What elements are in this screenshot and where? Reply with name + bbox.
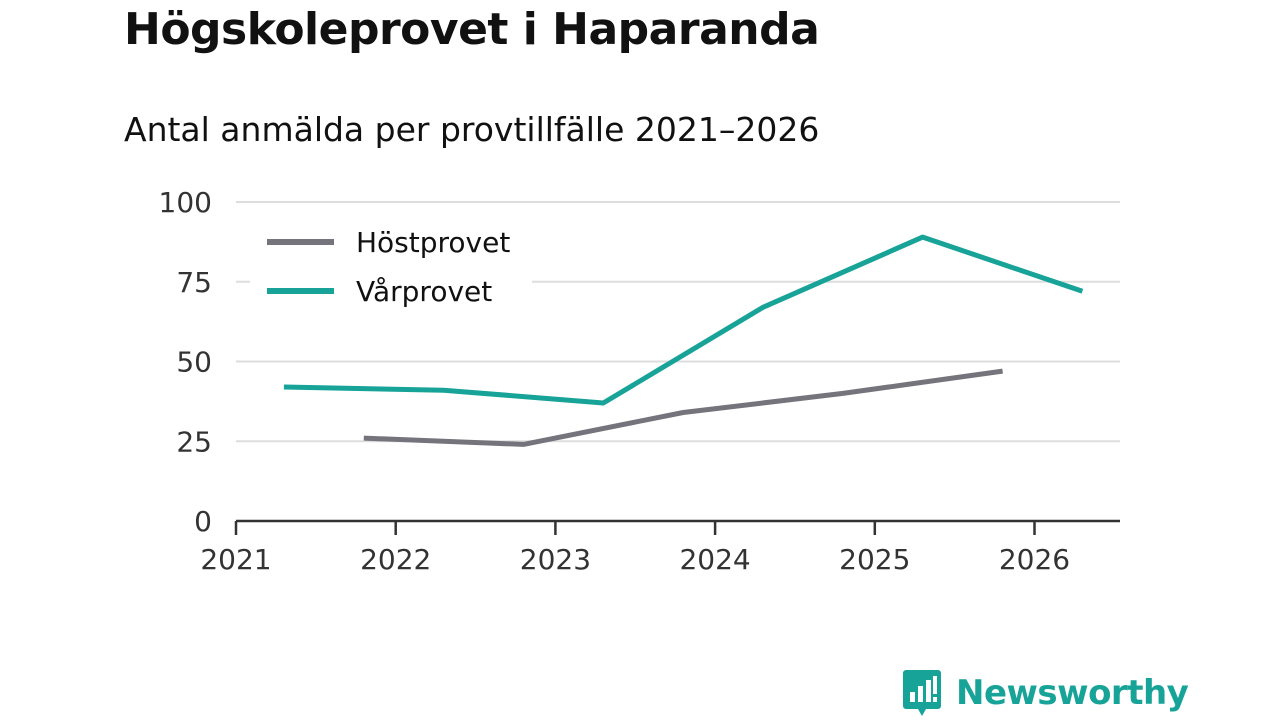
x-tick-label: 2021 — [200, 543, 271, 576]
x-tick-label: 2023 — [520, 543, 591, 576]
x-axis: 2021 2022 2023 2024 2025 2026 — [200, 519, 1120, 576]
series-line-varprovet — [283, 234, 1084, 406]
legend-label: Höstprovet — [356, 226, 510, 259]
y-axis-ticks: 0 25 50 75 100 — [159, 186, 212, 538]
series-lines — [283, 234, 1084, 447]
series-line-hostprovet — [363, 368, 1003, 447]
y-tick-label: 25 — [176, 425, 212, 458]
legend: Höstprovet Vårprovet — [250, 218, 532, 318]
x-tick-label: 2024 — [679, 543, 750, 576]
legend-label: Vårprovet — [356, 275, 492, 308]
y-tick-label: 100 — [159, 186, 212, 219]
chart-title: Högskoleprovet i Haparanda — [124, 4, 820, 55]
x-tick-label: 2025 — [839, 543, 910, 576]
legend-background — [250, 218, 532, 318]
y-tick-label: 0 — [194, 505, 212, 538]
brand-logo: Newsworthy — [902, 668, 1189, 718]
chart-subtitle: Antal anmälda per provtillfälle 2021–202… — [124, 110, 820, 149]
y-tick-label: 50 — [176, 346, 212, 379]
brand-name: Newsworthy — [956, 673, 1189, 713]
x-tick-label: 2022 — [360, 543, 431, 576]
x-tick-label: 2026 — [999, 543, 1070, 576]
y-tick-label: 75 — [176, 266, 212, 299]
newsworthy-logo-icon — [903, 670, 941, 716]
